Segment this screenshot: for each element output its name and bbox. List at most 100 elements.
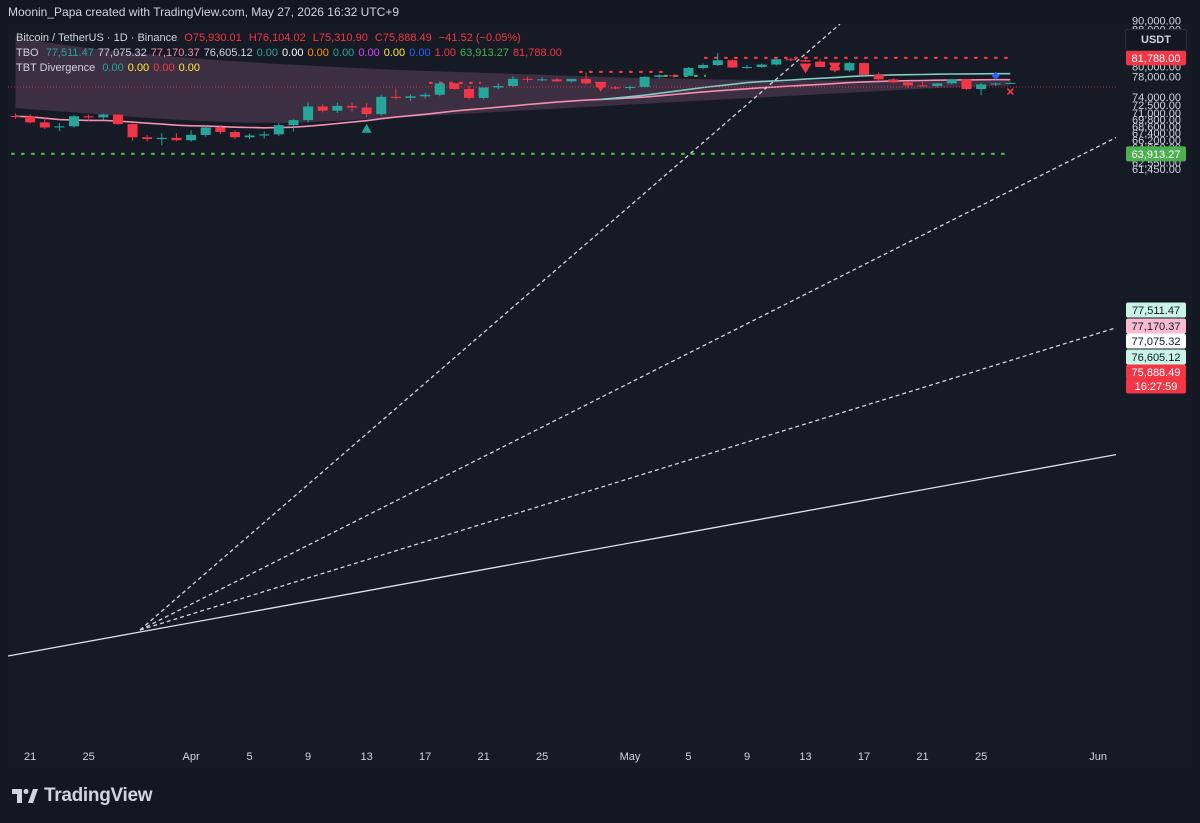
candle-body [317,106,328,111]
tradingview-logo[interactable]: TradingView [12,785,153,807]
candle-body [888,79,899,83]
divergence-name: TBT Divergence [16,62,96,74]
candle-body [800,60,811,62]
candle [624,85,635,91]
trendline-dashed-1 [139,327,1116,631]
price-tag-label: 76,605.12 [1132,352,1181,364]
candle-body [654,75,665,77]
candle [537,77,548,82]
candle-body [537,79,548,81]
price-tag: 63,913.27 [1126,146,1186,162]
sell-signal-marker [799,63,812,74]
candle [902,81,913,88]
candle-body [639,76,650,87]
candle [405,94,416,102]
candle-body [712,60,723,66]
candle-body [25,116,36,123]
candle-body [332,105,343,111]
candle [229,130,240,140]
candle-body [756,64,767,67]
y-axis-tick-label: 61,450.00 [1132,164,1181,176]
candle [54,122,65,131]
candle [1005,82,1016,84]
candle-body [171,137,182,141]
candle [566,78,577,83]
candle-body [566,78,577,82]
candle [785,57,796,62]
x-axis-tick-label: 13 [799,751,811,763]
divergence-marker [991,71,1000,80]
candle [215,125,226,135]
candle [742,65,752,69]
cross-marker [1006,88,1014,96]
candle-body [946,79,957,84]
x-axis-tick-label: May [620,751,641,763]
y-axis-tick-label: 68,600.00 [1132,121,1181,133]
candle-body [902,82,913,86]
price-tag-label: 63,913.27 [1132,149,1181,161]
divergence-values: 0.00 0.00 0.00 0.00 [102,62,204,74]
y-axis-tick-label: 69,800.00 [1132,115,1181,127]
candle [288,119,299,132]
candle [303,102,314,123]
candle [478,87,489,100]
price-tag-label: 75,888.49 [1132,367,1181,379]
candle-body [771,59,782,65]
x-axis-tick-label: 25 [975,751,987,763]
legend-tbo[interactable]: TBO 77,511.47 77,075.32 77,170.37 76,605.12… [16,47,570,59]
candle-body [917,85,928,87]
candle-body [390,96,401,98]
legend-change: −41.52 (−0.05%) [438,32,521,44]
candle [361,103,372,117]
candle-body [156,137,167,140]
sell-signal-marker [828,62,841,73]
candle-body [346,105,357,108]
candle-body [200,127,211,135]
candle [83,114,94,121]
candle [522,76,533,83]
symbol-name: Bitcoin / TetherUS · 1D · Binance [16,32,178,44]
candle [859,62,870,76]
tradingview-logo-icon [12,789,38,803]
candle-body [478,87,489,98]
candle-body [54,126,65,128]
candle-body [873,74,884,80]
x-axis-tick-label: 13 [360,751,372,763]
candle-body [624,86,635,88]
legend-divergence[interactable]: TBT Divergence 0.00 0.00 0.00 0.00 [16,62,208,74]
y-axis-tick-label: 67,400.00 [1132,128,1181,140]
price-tag-label: 77,511.47 [1132,305,1180,317]
x-axis-tick-label: 9 [744,751,750,763]
candle-body [727,60,738,68]
legend-low: L75,310.90 [312,32,368,44]
candle [449,82,460,91]
legend-high: H76,104.02 [248,32,306,44]
candle [990,82,1001,86]
candle [332,102,343,113]
price-tag-bg [1126,318,1186,334]
candle-body [551,79,562,82]
y-axis-tick-label: 74,000.00 [1132,92,1181,104]
y-axis-tick-label: 66,200.00 [1132,135,1181,147]
legend-symbol[interactable]: Bitcoin / TetherUS · 1D · Binance O75,93… [16,32,525,44]
tbo-fast-line [600,72,1011,101]
candle [156,133,167,146]
candle-body [698,65,709,68]
candle-body [186,134,197,141]
chart-area[interactable] [8,24,1192,768]
candle-body [668,75,679,77]
tbo-name: TBO [16,47,39,59]
tbo-value-10: 0.00 [409,47,431,59]
currency-button[interactable]: USDT [1125,29,1187,51]
tbo-value-6: 0.00 [307,47,329,59]
candle [654,74,665,79]
candle-body [434,83,445,95]
x-axis-tick-label: 21 [916,751,928,763]
candle [39,117,50,129]
price-tag: 76,605.12 [1126,349,1186,365]
price-tag: 77,075.32 [1126,333,1186,349]
x-axis-tick-label: 25 [536,751,548,763]
trendline-solid [8,453,1116,657]
candle [668,74,679,78]
